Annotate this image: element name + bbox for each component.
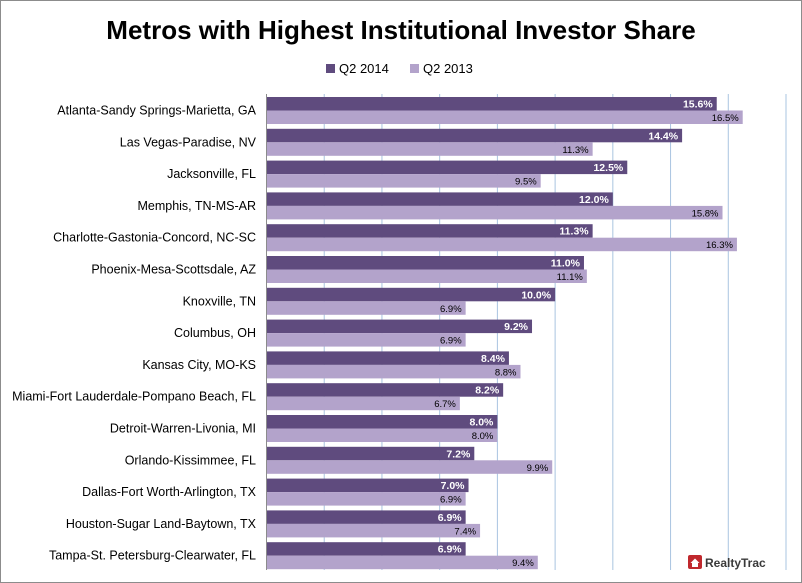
bar-q2-2014 bbox=[266, 128, 683, 143]
bar-q2-2014 bbox=[266, 510, 466, 524]
bar-q2-2013 bbox=[266, 142, 593, 156]
legend-label-q2-2014: Q2 2014 bbox=[339, 61, 389, 76]
category-label: Miami-Fort Lauderdale-Pompano Beach, FL bbox=[12, 390, 256, 404]
data-label-q2-2013: 16.3% bbox=[706, 240, 733, 251]
category-label: Houston-Sugar Land-Baytown, TX bbox=[66, 517, 257, 531]
data-label-q2-2013: 11.3% bbox=[562, 145, 589, 156]
data-label-q2-2013: 7.4% bbox=[454, 526, 476, 537]
data-label-q2-2014: 6.9% bbox=[438, 512, 463, 524]
bar-q2-2013 bbox=[266, 269, 587, 283]
bar-q2-2014 bbox=[266, 446, 475, 461]
bar-q2-2014 bbox=[266, 224, 593, 238]
bar-q2-2013 bbox=[266, 237, 737, 252]
bar-q2-2014 bbox=[266, 160, 628, 175]
data-label-q2-2013: 11.1% bbox=[557, 272, 584, 283]
category-labels: Atlanta-Sandy Springs-Marietta, GA Las Ve… bbox=[12, 104, 257, 563]
bar-q2-2013 bbox=[266, 205, 723, 220]
data-label-q2-2014: 15.6% bbox=[683, 99, 713, 111]
bar-q2-2013 bbox=[266, 110, 743, 124]
data-label-q2-2013: 6.9% bbox=[440, 304, 462, 315]
data-label-q2-2014: 14.4% bbox=[648, 130, 678, 142]
category-label: Jacksonville, FL bbox=[167, 167, 256, 181]
data-label-q2-2014: 8.4% bbox=[481, 353, 506, 365]
bar-q2-2014 bbox=[266, 351, 509, 365]
category-label: Atlanta-Sandy Springs-Marietta, GA bbox=[57, 104, 256, 118]
data-label-q2-2014: 8.2% bbox=[475, 385, 500, 397]
data-label-q2-2014: 7.0% bbox=[441, 480, 466, 492]
bar-q2-2013 bbox=[266, 460, 553, 474]
category-label: Dallas-Fort Worth-Arlington, TX bbox=[82, 485, 257, 499]
data-label-q2-2013: 8.0% bbox=[472, 431, 494, 442]
bar-q2-2013 bbox=[266, 523, 481, 538]
bar-q2-2013 bbox=[266, 364, 521, 379]
bar-q2-2014 bbox=[266, 287, 556, 302]
data-label-q2-2014: 8.0% bbox=[469, 417, 494, 429]
bar-q2-2013 bbox=[266, 428, 498, 442]
bar-q2-2013 bbox=[266, 555, 538, 570]
data-label-q2-2014: 11.0% bbox=[551, 258, 581, 270]
bar-q2-2014 bbox=[266, 97, 717, 111]
data-label-q2-2014: 11.3% bbox=[559, 226, 589, 238]
data-label-q2-2013: 6.9% bbox=[440, 495, 462, 506]
category-label: Kansas City, MO-KS bbox=[142, 358, 256, 372]
data-label-q2-2013: 15.8% bbox=[692, 208, 719, 219]
legend-swatch-q2-2014 bbox=[326, 64, 335, 73]
category-label: Charlotte-Gastonia-Concord, NC-SC bbox=[53, 231, 256, 245]
bar-q2-2014 bbox=[266, 256, 584, 270]
category-label: Detroit-Warren-Livonia, MI bbox=[110, 422, 256, 436]
bar-q2-2014 bbox=[266, 319, 533, 334]
data-label-q2-2013: 8.8% bbox=[495, 367, 517, 378]
legend: Q2 2014 Q2 2013 bbox=[326, 61, 473, 76]
bar-q2-2014 bbox=[266, 542, 466, 556]
bar-q2-2014 bbox=[266, 192, 613, 206]
category-label: Memphis, TN-MS-AR bbox=[137, 199, 256, 213]
bars: 15.6% 16.5% 14.4% 11.3% 12.5% 9.5% 12.0% 15.8% 1… bbox=[266, 97, 743, 570]
category-label: Tampa-St. Petersburg-Clearwater, FL bbox=[49, 549, 256, 563]
data-label-q2-2013: 9.5% bbox=[515, 177, 537, 188]
bar-q2-2014 bbox=[266, 478, 469, 493]
data-label-q2-2013: 9.9% bbox=[527, 463, 549, 474]
bar-q2-2013 bbox=[266, 492, 466, 506]
data-label-q2-2014: 6.9% bbox=[438, 544, 463, 556]
category-label: Orlando-Kissimmee, FL bbox=[125, 453, 256, 467]
bar-q2-2014 bbox=[266, 415, 498, 429]
category-label: Columbus, OH bbox=[174, 326, 256, 340]
bar-q2-2013 bbox=[266, 333, 466, 347]
category-label: Knoxville, TN bbox=[183, 294, 256, 308]
logo-text: RealtyTrac bbox=[705, 556, 766, 570]
data-label-q2-2013: 16.5% bbox=[712, 113, 739, 124]
house-body-icon bbox=[692, 563, 698, 567]
chart-title: Metros with Highest Institutional Invest… bbox=[106, 15, 695, 45]
category-label: Phoenix-Mesa-Scottsdale, AZ bbox=[91, 263, 256, 277]
data-label-q2-2014: 9.2% bbox=[504, 321, 529, 333]
bar-q2-2013 bbox=[266, 301, 466, 315]
data-label-q2-2014: 12.0% bbox=[579, 194, 609, 206]
data-label-q2-2014: 12.5% bbox=[593, 162, 623, 174]
data-label-q2-2014: 10.0% bbox=[521, 289, 551, 301]
bar-q2-2013 bbox=[266, 174, 541, 188]
data-label-q2-2013: 9.4% bbox=[512, 558, 534, 569]
data-label-q2-2013: 6.9% bbox=[440, 336, 462, 347]
data-label-q2-2014: 7.2% bbox=[446, 448, 471, 460]
house-roof-icon bbox=[690, 558, 700, 563]
category-label: Las Vegas-Paradise, NV bbox=[120, 135, 257, 149]
bar-q2-2013 bbox=[266, 396, 460, 411]
realtytrac-logo: RealtyTrac bbox=[688, 555, 766, 570]
legend-label-q2-2013: Q2 2013 bbox=[423, 61, 473, 76]
data-label-q2-2013: 6.7% bbox=[434, 399, 456, 410]
bar-q2-2014 bbox=[266, 383, 504, 397]
legend-swatch-q2-2013 bbox=[410, 64, 419, 73]
